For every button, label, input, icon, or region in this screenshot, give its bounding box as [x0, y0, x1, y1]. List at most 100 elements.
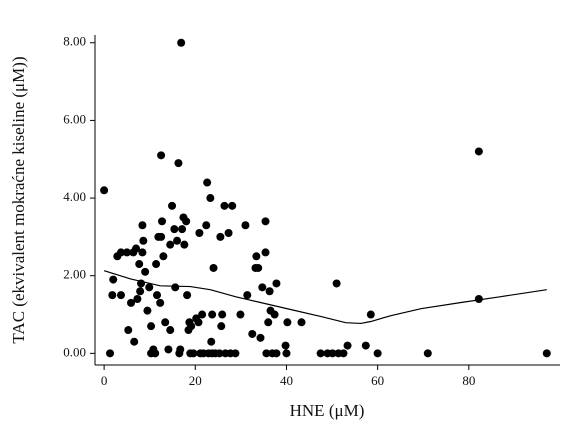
point: [132, 244, 141, 253]
point: [373, 349, 382, 358]
point: [116, 291, 125, 300]
point: [256, 333, 265, 342]
point: [195, 229, 204, 237]
x-tick-label: 80: [462, 373, 475, 388]
point: [174, 159, 183, 168]
point: [168, 201, 177, 210]
point: [116, 248, 125, 257]
point: [183, 291, 192, 300]
point: [158, 217, 167, 226]
point: [328, 349, 337, 358]
y-tick-label: 2.00: [63, 267, 86, 282]
point: [100, 186, 109, 195]
point: [215, 349, 224, 358]
point: [272, 349, 281, 358]
point: [343, 341, 352, 350]
point: [176, 345, 185, 354]
point: [171, 283, 180, 292]
point: [138, 221, 147, 230]
point: [182, 217, 191, 226]
point: [272, 279, 281, 288]
point: [187, 322, 196, 331]
point: [189, 349, 198, 358]
point: [241, 221, 250, 230]
point: [264, 318, 273, 327]
point: [141, 267, 150, 276]
point: [217, 322, 226, 331]
point: [109, 275, 118, 284]
point: [202, 221, 211, 230]
point: [542, 349, 551, 358]
y-tick-label: 0.00: [63, 344, 86, 359]
point: [209, 263, 218, 272]
point: [127, 298, 136, 307]
point: [164, 345, 173, 354]
point: [474, 147, 483, 156]
point: [133, 295, 142, 303]
point: [157, 232, 166, 241]
point: [281, 341, 290, 350]
point: [265, 287, 274, 296]
point: [248, 329, 257, 338]
point: [316, 349, 325, 358]
point: [180, 240, 189, 249]
point: [173, 236, 182, 245]
point: [152, 260, 161, 269]
point: [139, 236, 148, 245]
point: [135, 260, 144, 269]
point: [423, 349, 432, 358]
point: [261, 248, 270, 257]
x-tick-label: 20: [189, 373, 202, 388]
point: [136, 287, 145, 296]
y-tick-label: 6.00: [63, 111, 86, 126]
point: [228, 201, 237, 210]
point: [261, 217, 270, 226]
point: [138, 248, 147, 257]
point: [203, 178, 212, 187]
point: [130, 337, 139, 346]
y-tick-label: 8.00: [63, 34, 86, 49]
point: [151, 349, 160, 358]
point: [262, 349, 271, 358]
point: [216, 232, 225, 241]
point: [170, 225, 179, 234]
point: [177, 38, 186, 47]
point: [166, 240, 175, 249]
point: [224, 229, 233, 237]
point: [297, 318, 306, 327]
point: [156, 298, 165, 307]
point: [282, 349, 291, 358]
point: [254, 263, 263, 272]
x-tick-label: 0: [101, 373, 108, 388]
point: [220, 201, 229, 210]
point: [252, 252, 261, 261]
point: [157, 151, 166, 160]
x-tick-label: 60: [371, 373, 384, 388]
y-tick-label: 4.00: [63, 189, 86, 204]
point: [258, 283, 267, 292]
point: [143, 306, 152, 315]
point: [147, 322, 156, 331]
point: [332, 279, 341, 288]
point: [218, 310, 227, 319]
point: [361, 341, 370, 350]
point: [206, 194, 215, 203]
point: [236, 310, 245, 319]
point: [122, 248, 131, 257]
point: [108, 291, 117, 300]
point: [159, 252, 168, 261]
point: [106, 349, 115, 358]
point: [283, 318, 292, 327]
point: [198, 310, 207, 319]
point: [145, 283, 154, 292]
point: [161, 318, 170, 327]
point: [207, 337, 216, 346]
point: [124, 326, 133, 335]
point: [208, 310, 217, 319]
point: [231, 349, 240, 358]
point: [366, 310, 375, 319]
point: [270, 310, 279, 319]
point: [339, 349, 348, 358]
